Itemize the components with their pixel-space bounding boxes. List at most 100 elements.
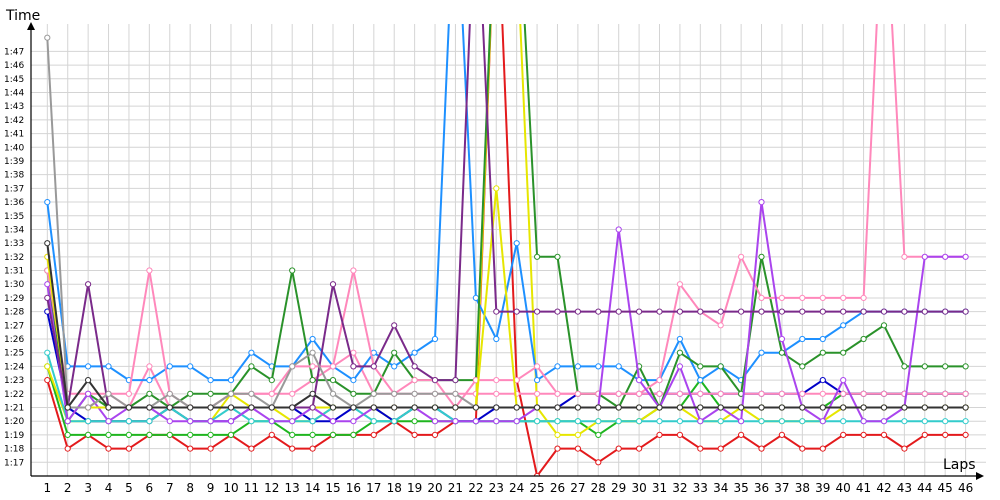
- data-point: [309, 349, 316, 356]
- x-tick-label: 41: [856, 481, 871, 495]
- data-point: [370, 418, 377, 425]
- data-point: [309, 335, 316, 343]
- data-point: [493, 335, 500, 343]
- y-tick-label: 1:18: [4, 445, 24, 455]
- data-point: [105, 363, 112, 370]
- data-point: [738, 404, 745, 411]
- data-point: [921, 308, 928, 315]
- data-point: [840, 294, 847, 301]
- data-point: [942, 418, 949, 425]
- data-point: [656, 418, 663, 425]
- data-point: [44, 199, 51, 206]
- data-point: [799, 404, 806, 411]
- data-point: [656, 377, 663, 384]
- x-axis-title: Laps: [943, 457, 976, 473]
- data-point: [676, 335, 684, 343]
- data-point: [105, 404, 112, 411]
- data-point: [370, 363, 377, 370]
- data-point: [860, 431, 867, 438]
- x-tick-label: 36: [754, 481, 769, 495]
- y-tick-label: 1:32: [4, 253, 24, 263]
- data-point: [880, 308, 888, 315]
- y-tick-label: 1:25: [4, 349, 24, 359]
- data-point: [962, 363, 969, 370]
- data-point: [391, 322, 398, 329]
- data-point: [166, 404, 173, 411]
- data-point: [227, 404, 235, 411]
- data-point: [554, 390, 561, 397]
- data-point: [697, 377, 704, 384]
- data-point: [411, 418, 418, 425]
- data-point: [289, 431, 296, 438]
- data-point: [615, 308, 622, 315]
- data-point: [452, 390, 459, 397]
- y-tick-label: 1:39: [4, 157, 24, 167]
- series-3: [44, 24, 969, 438]
- data-point: [329, 363, 337, 370]
- data-point: [962, 390, 969, 397]
- data-point: [840, 431, 847, 438]
- data-point: [85, 281, 92, 288]
- data-point: [962, 308, 969, 315]
- data-point: [574, 363, 582, 370]
- data-point: [942, 390, 949, 397]
- data-point: [125, 431, 132, 438]
- data-point: [309, 377, 316, 384]
- data-point: [411, 349, 418, 356]
- data-point: [717, 404, 724, 411]
- data-point: [574, 445, 582, 452]
- data-point: [431, 404, 439, 411]
- x-tick-label: 4: [105, 481, 113, 495]
- data-point: [411, 377, 418, 384]
- data-point: [391, 363, 398, 370]
- data-point: [350, 404, 357, 411]
- data-point: [901, 418, 908, 425]
- x-tick-label: 25: [529, 481, 544, 495]
- data-point: [799, 390, 806, 397]
- data-point: [125, 418, 132, 425]
- data-point: [574, 390, 582, 397]
- data-point: [595, 308, 602, 315]
- data-point: [411, 431, 418, 438]
- x-tick-label: 8: [186, 481, 194, 495]
- data-point: [921, 390, 928, 397]
- y-tick-label: 1:46: [4, 61, 24, 71]
- data-point: [44, 240, 51, 247]
- data-point: [738, 418, 745, 425]
- data-point: [146, 377, 153, 384]
- data-point: [534, 253, 541, 260]
- data-point: [44, 349, 51, 356]
- series-9: [44, 24, 969, 411]
- data-point: [717, 363, 724, 370]
- y-tick-label: 1:30: [4, 280, 24, 290]
- data-point: [370, 431, 377, 438]
- data-point: [554, 404, 561, 411]
- data-point: [391, 349, 398, 356]
- data-point: [125, 445, 132, 452]
- data-point: [942, 404, 949, 411]
- x-tick-label: 21: [448, 481, 463, 495]
- y-tick-label: 1:26: [4, 335, 24, 345]
- data-point: [329, 404, 337, 411]
- y-tick-label: 1:20: [4, 417, 24, 427]
- data-point: [636, 377, 643, 384]
- x-tick-label: 1: [44, 481, 52, 495]
- x-tick-label: 3: [84, 481, 92, 495]
- x-tick-label: 42: [876, 481, 891, 495]
- data-point: [309, 418, 316, 425]
- y-tick-label: 1:38: [4, 171, 24, 181]
- data-point: [268, 431, 275, 438]
- y-tick-label: 1:31: [4, 267, 24, 277]
- data-point: [799, 294, 806, 301]
- series-12: [44, 24, 969, 411]
- data-point: [656, 404, 663, 411]
- data-point: [534, 308, 541, 315]
- y-tick-label: 1:43: [4, 102, 24, 112]
- data-point: [819, 308, 826, 315]
- series-5: [44, 349, 969, 425]
- data-point: [860, 294, 867, 301]
- data-point: [758, 308, 765, 315]
- data-point: [942, 253, 949, 260]
- data-point: [799, 363, 806, 370]
- data-point: [248, 363, 255, 370]
